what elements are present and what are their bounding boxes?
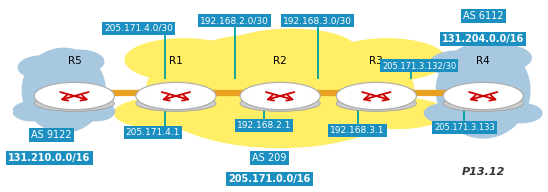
Ellipse shape [478, 46, 531, 70]
Ellipse shape [125, 39, 243, 81]
Text: 192.168.3.0/30: 192.168.3.0/30 [283, 16, 352, 25]
Text: P13.12: P13.12 [461, 167, 505, 177]
Ellipse shape [499, 104, 542, 123]
Text: 205.171.0.0/16: 205.171.0.0/16 [229, 174, 311, 184]
Text: AS 209: AS 209 [252, 153, 287, 163]
Text: AS 6112: AS 6112 [463, 11, 504, 21]
Ellipse shape [240, 82, 320, 110]
Text: 205.171.4.0/30: 205.171.4.0/30 [104, 24, 173, 33]
Text: 192.168.2.1: 192.168.2.1 [237, 121, 292, 130]
Ellipse shape [240, 95, 320, 111]
Text: R2: R2 [273, 56, 287, 66]
Ellipse shape [328, 39, 446, 81]
Ellipse shape [430, 51, 483, 76]
Ellipse shape [77, 102, 115, 121]
Ellipse shape [424, 104, 467, 123]
Ellipse shape [443, 95, 523, 111]
Ellipse shape [115, 98, 210, 128]
Ellipse shape [13, 102, 50, 121]
Text: 205.171.4.1: 205.171.4.1 [125, 128, 180, 137]
Ellipse shape [336, 95, 416, 111]
Ellipse shape [146, 33, 414, 147]
Ellipse shape [443, 82, 523, 110]
Ellipse shape [227, 29, 355, 67]
Text: R3: R3 [369, 56, 383, 66]
Text: 205.171.3.133: 205.171.3.133 [434, 123, 495, 132]
Text: 192.168.2.0/30: 192.168.2.0/30 [200, 16, 269, 25]
Text: 192.168.3.1: 192.168.3.1 [330, 126, 385, 135]
Ellipse shape [136, 82, 216, 110]
Ellipse shape [56, 50, 104, 73]
Ellipse shape [35, 82, 115, 110]
Ellipse shape [436, 43, 530, 138]
Ellipse shape [336, 82, 416, 110]
Ellipse shape [350, 98, 446, 128]
Ellipse shape [136, 95, 216, 111]
Text: AS 9122: AS 9122 [31, 130, 72, 140]
Text: 131.204.0.0/16: 131.204.0.0/16 [442, 34, 524, 44]
Ellipse shape [22, 48, 105, 132]
Text: R4: R4 [476, 56, 490, 66]
Text: 205.171.3.132/30: 205.171.3.132/30 [382, 61, 456, 70]
Text: R5: R5 [67, 56, 81, 66]
Text: R1: R1 [169, 56, 183, 66]
Text: 131.210.0.0/16: 131.210.0.0/16 [8, 153, 90, 163]
Ellipse shape [18, 56, 66, 79]
Ellipse shape [35, 95, 115, 111]
